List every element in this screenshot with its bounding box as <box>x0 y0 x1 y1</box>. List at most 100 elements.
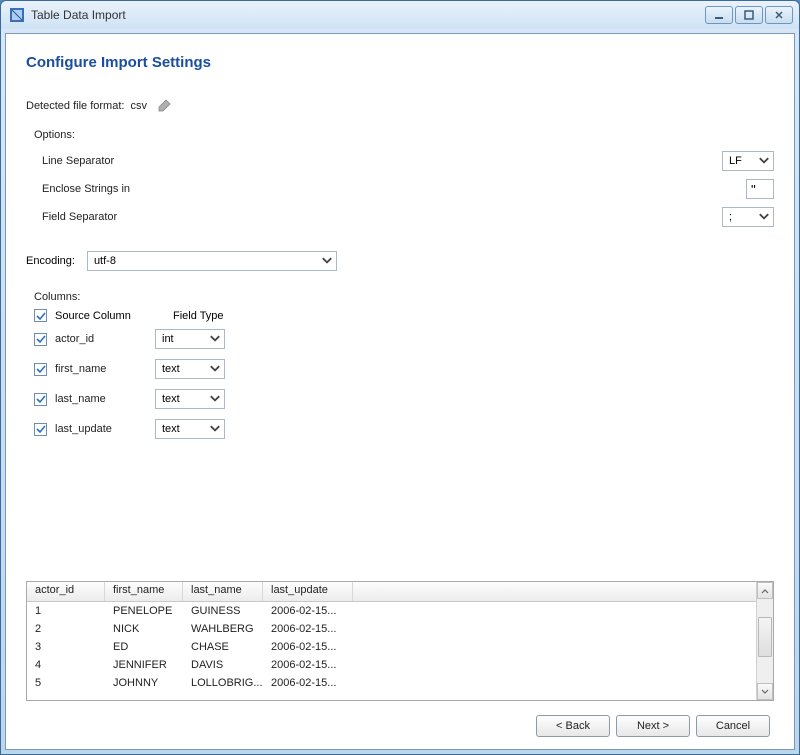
cell-actor-id: 2 <box>27 623 105 635</box>
field-type-select[interactable]: text <box>155 389 225 409</box>
scroll-track[interactable] <box>757 599 773 683</box>
cell-first-name: ED <box>105 641 183 653</box>
column-row: first_name text <box>34 354 774 384</box>
options-group: Options: Line Separator LF Enclose Strin… <box>34 123 774 231</box>
cell-first-name: JENNIFER <box>105 659 183 671</box>
field-separator-value: ; <box>729 211 732 223</box>
window-frame: Table Data Import Configure Import Setti… <box>0 0 800 755</box>
chevron-down-icon <box>208 362 222 376</box>
preview-scrollbar[interactable] <box>756 582 773 700</box>
scroll-thumb[interactable] <box>758 617 772 657</box>
line-separator-value: LF <box>729 155 742 167</box>
enclose-strings-label: Enclose Strings in <box>42 183 746 195</box>
table-row[interactable]: 1PENELOPEGUINESS2006-02-15... <box>27 602 756 620</box>
configure-format-icon[interactable] <box>157 99 171 113</box>
chevron-down-icon <box>757 154 771 168</box>
preview-header-row: actor_id first_name last_name last_updat… <box>27 582 756 602</box>
preview-body: 1PENELOPEGUINESS2006-02-15...2NICKWAHLBE… <box>27 602 756 692</box>
back-button[interactable]: < Back <box>536 715 610 737</box>
table-row[interactable]: 3EDCHASE2006-02-15... <box>27 638 756 656</box>
button-bar: < Back Next > Cancel <box>26 701 774 741</box>
chevron-down-icon <box>320 254 334 268</box>
columns-header-type: Field Type <box>173 310 224 322</box>
cell-actor-id: 1 <box>27 605 105 617</box>
enclose-strings-input[interactable] <box>746 179 774 199</box>
cell-last-update: 2006-02-15... <box>263 659 353 671</box>
columns-header-row: Source Column Field Type <box>34 309 774 322</box>
maximize-button[interactable] <box>735 6 763 24</box>
titlebar[interactable]: Table Data Import <box>1 1 799 29</box>
columns-header-source: Source Column <box>55 310 165 322</box>
cell-actor-id: 3 <box>27 641 105 653</box>
line-separator-label: Line Separator <box>42 155 722 167</box>
cell-last-name: WAHLBERG <box>183 623 263 635</box>
encoding-value: utf-8 <box>94 255 116 267</box>
cell-first-name: PENELOPE <box>105 605 183 617</box>
cell-last-name: CHASE <box>183 641 263 653</box>
field-type-value: text <box>162 393 180 405</box>
encoding-label: Encoding: <box>26 255 75 267</box>
option-field-separator: Field Separator ; <box>34 203 774 231</box>
column-name: actor_id <box>55 333 147 345</box>
cell-last-name: LOLLOBRIG... <box>183 677 263 689</box>
field-type-select[interactable]: int <box>155 329 225 349</box>
cell-last-name: DAVIS <box>183 659 263 671</box>
encoding-select[interactable]: utf-8 <box>87 251 337 271</box>
close-button[interactable] <box>765 6 793 24</box>
page-heading: Configure Import Settings <box>26 54 774 71</box>
cell-actor-id: 4 <box>27 659 105 671</box>
field-type-select[interactable]: text <box>155 419 225 439</box>
column-checkbox[interactable] <box>34 363 47 376</box>
field-separator-select[interactable]: ; <box>722 207 774 227</box>
line-separator-select[interactable]: LF <box>722 151 774 171</box>
scroll-up-button[interactable] <box>757 582 773 599</box>
column-checkbox[interactable] <box>34 423 47 436</box>
column-checkbox[interactable] <box>34 333 47 346</box>
detected-label: Detected file format: <box>26 100 124 112</box>
preview-header-cell[interactable]: first_name <box>105 582 183 601</box>
scroll-down-button[interactable] <box>757 683 773 700</box>
encoding-row: Encoding: utf-8 <box>26 251 774 271</box>
cell-last-update: 2006-02-15... <box>263 623 353 635</box>
preview-table: actor_id first_name last_name last_updat… <box>27 582 756 700</box>
field-type-value: text <box>162 423 180 435</box>
chevron-down-icon <box>208 332 222 346</box>
window-title: Table Data Import <box>31 8 705 22</box>
preview-header-cell[interactable]: last_name <box>183 582 263 601</box>
detected-format-row: Detected file format: csv <box>26 99 774 113</box>
select-all-checkbox[interactable] <box>34 309 47 322</box>
cell-first-name: JOHNNY <box>105 677 183 689</box>
app-icon <box>9 7 25 23</box>
cell-last-update: 2006-02-15... <box>263 605 353 617</box>
cell-last-update: 2006-02-15... <box>263 641 353 653</box>
columns-group: Columns: Source Column Field Type actor_… <box>34 285 774 444</box>
chevron-down-icon <box>757 210 771 224</box>
cell-last-update: 2006-02-15... <box>263 677 353 689</box>
window-controls <box>705 6 793 24</box>
columns-rows: actor_idintfirst_nametextlast_nametextla… <box>34 324 774 444</box>
preview-header-cell[interactable]: actor_id <box>27 582 105 601</box>
preview-header-cell[interactable]: last_update <box>263 582 353 601</box>
cell-actor-id: 5 <box>27 677 105 689</box>
field-type-value: text <box>162 363 180 375</box>
next-button[interactable]: Next > <box>616 715 690 737</box>
chevron-down-icon <box>208 392 222 406</box>
cell-last-name: GUINESS <box>183 605 263 617</box>
cancel-button[interactable]: Cancel <box>696 715 770 737</box>
minimize-button[interactable] <box>705 6 733 24</box>
column-name: last_update <box>55 423 147 435</box>
column-row: actor_id int <box>34 324 774 354</box>
field-type-select[interactable]: text <box>155 359 225 379</box>
table-row[interactable]: 4JENNIFERDAVIS2006-02-15... <box>27 656 756 674</box>
table-row[interactable]: 5JOHNNYLOLLOBRIG...2006-02-15... <box>27 674 756 692</box>
column-checkbox[interactable] <box>34 393 47 406</box>
field-type-value: int <box>162 333 174 345</box>
option-line-separator: Line Separator LF <box>34 147 774 175</box>
column-name: first_name <box>55 363 147 375</box>
columns-label: Columns: <box>34 291 774 303</box>
chevron-down-icon <box>208 422 222 436</box>
table-row[interactable]: 2NICKWAHLBERG2006-02-15... <box>27 620 756 638</box>
cell-first-name: NICK <box>105 623 183 635</box>
column-row: last_update text <box>34 414 774 444</box>
column-row: last_nametext <box>34 384 774 414</box>
